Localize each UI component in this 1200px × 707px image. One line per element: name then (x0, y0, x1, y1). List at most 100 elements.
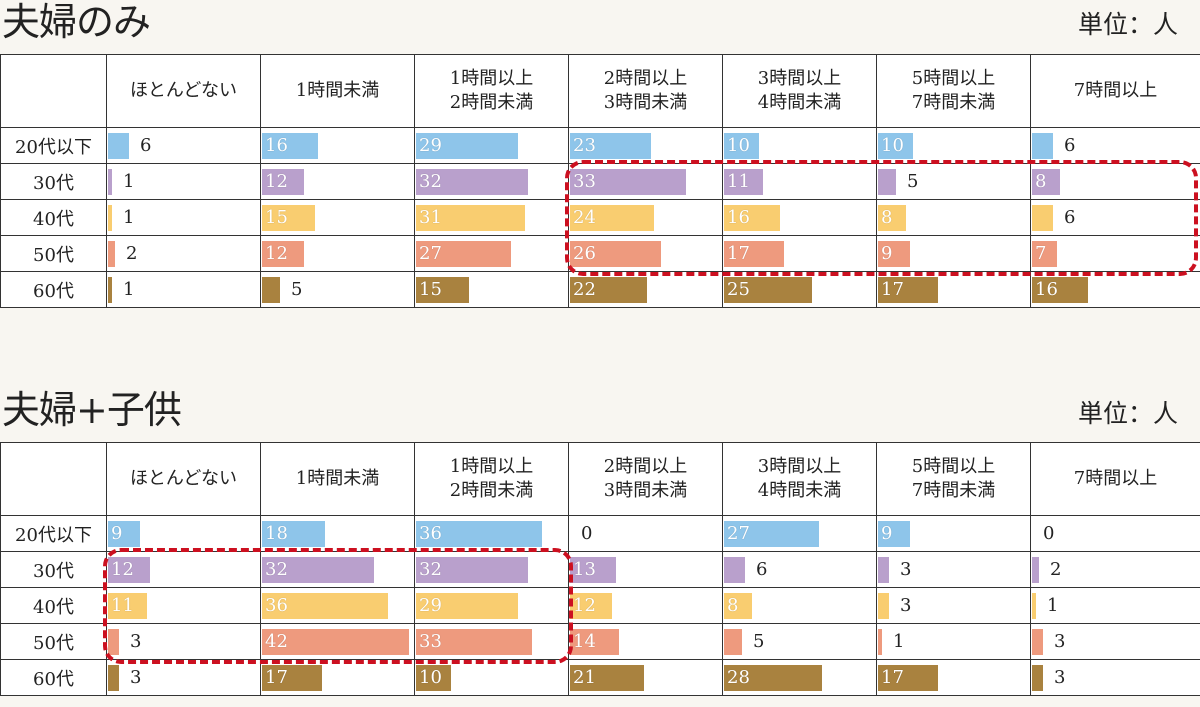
data-cell: 3 (1030, 659, 1200, 696)
data-cell: 6 (1030, 199, 1200, 236)
data-label: 9 (111, 523, 123, 544)
column-header: 2時間以上 3時間未満 (568, 54, 723, 128)
bar (108, 557, 150, 583)
column-header: 3時間以上 4時間未満 (722, 442, 877, 516)
data-cell: 33 (568, 163, 723, 200)
data-label: 14 (573, 631, 596, 652)
bar (570, 629, 619, 655)
column-header: ほとんどない (106, 442, 261, 516)
bar (1032, 557, 1039, 583)
data-label: 29 (419, 135, 442, 156)
table-row: 30代 1 12 32 33 11 5 8 (0, 163, 1200, 200)
data-label: 23 (573, 135, 596, 156)
table-row: 40代 11 36 29 12 8 3 1 (0, 587, 1200, 624)
data-cell: 11 (722, 163, 877, 200)
data-label: 9 (881, 243, 893, 264)
bar (570, 241, 661, 267)
bar (878, 521, 910, 547)
data-cell: 11 (106, 587, 261, 624)
row-label: 40代 (0, 199, 107, 236)
data-label: 15 (419, 279, 442, 300)
data-label: 27 (419, 243, 442, 264)
data-cell: 1 (876, 623, 1031, 660)
bar (262, 665, 322, 691)
bar (878, 205, 906, 231)
bar (108, 665, 119, 691)
data-cell: 1 (106, 163, 261, 200)
data-cell: 13 (568, 551, 723, 588)
data-cell: 32 (414, 163, 569, 200)
data-label: 17 (727, 243, 750, 264)
row-label: 60代 (0, 271, 107, 308)
bar (416, 133, 518, 159)
bar (570, 205, 654, 231)
data-label: 13 (573, 559, 596, 580)
data-cell: 15 (260, 199, 415, 236)
bar (724, 169, 763, 195)
data-cell: 1 (106, 199, 261, 236)
bar (724, 593, 752, 619)
unit-label-1: 単位：人 (1077, 10, 1178, 39)
data-cell: 3 (876, 587, 1031, 624)
bar (262, 557, 374, 583)
column-header: 7時間以上 (1030, 442, 1200, 516)
bar (1032, 169, 1060, 195)
bar (262, 277, 280, 303)
bar (878, 133, 913, 159)
data-label: 3 (130, 631, 142, 652)
bar (724, 521, 819, 547)
data-cell: 12 (260, 235, 415, 272)
bar (878, 629, 882, 655)
data-label: 5 (907, 171, 919, 192)
bar (878, 593, 889, 619)
data-cell: 16 (1030, 271, 1200, 308)
data-label: 2 (1050, 559, 1062, 580)
bar (108, 277, 112, 303)
data-label: 12 (265, 243, 288, 264)
bar (416, 629, 532, 655)
table-row: 40代 1 15 31 24 16 8 6 (0, 199, 1200, 236)
data-cell: 12 (106, 551, 261, 588)
bar (108, 133, 129, 159)
data-cell: 5 (876, 163, 1031, 200)
corner-cell (0, 54, 107, 128)
data-cell: 5 (260, 271, 415, 308)
bar (570, 169, 686, 195)
bar (416, 277, 469, 303)
column-header: 1時間未満 (260, 54, 415, 128)
data-cell: 32 (260, 551, 415, 588)
column-header: 5時間以上 7時間未満 (876, 54, 1031, 128)
bar (416, 241, 511, 267)
data-label: 17 (265, 667, 288, 688)
data-label: 1 (893, 631, 905, 652)
bar (878, 665, 938, 691)
data-label: 25 (727, 279, 750, 300)
data-cell: 8 (1030, 163, 1200, 200)
bar (1032, 665, 1043, 691)
data-label: 32 (419, 171, 442, 192)
data-cell: 16 (260, 127, 415, 164)
data-cell: 29 (414, 587, 569, 624)
data-cell: 25 (722, 271, 877, 308)
data-cell: 27 (722, 515, 877, 552)
data-label: 10 (419, 667, 442, 688)
data-cell: 9 (106, 515, 261, 552)
data-label: 1 (1047, 595, 1059, 616)
data-cell: 3 (1030, 623, 1200, 660)
data-label: 3 (1054, 667, 1066, 688)
table-row: 30代 12 32 32 13 6 3 2 (0, 551, 1200, 588)
data-label: 26 (573, 243, 596, 264)
table-row: 20代以下 6 16 29 23 10 10 6 (0, 127, 1200, 164)
data-cell: 7 (1030, 235, 1200, 272)
bar (416, 593, 518, 619)
bar (878, 277, 938, 303)
data-label: 10 (881, 135, 904, 156)
bar (416, 521, 542, 547)
chart-title-1: 夫婦のみ (2, 0, 151, 44)
bar (724, 629, 742, 655)
bar (262, 205, 315, 231)
data-cell: 17 (722, 235, 877, 272)
data-label: 29 (419, 595, 442, 616)
data-cell: 17 (876, 659, 1031, 696)
bar (724, 205, 780, 231)
